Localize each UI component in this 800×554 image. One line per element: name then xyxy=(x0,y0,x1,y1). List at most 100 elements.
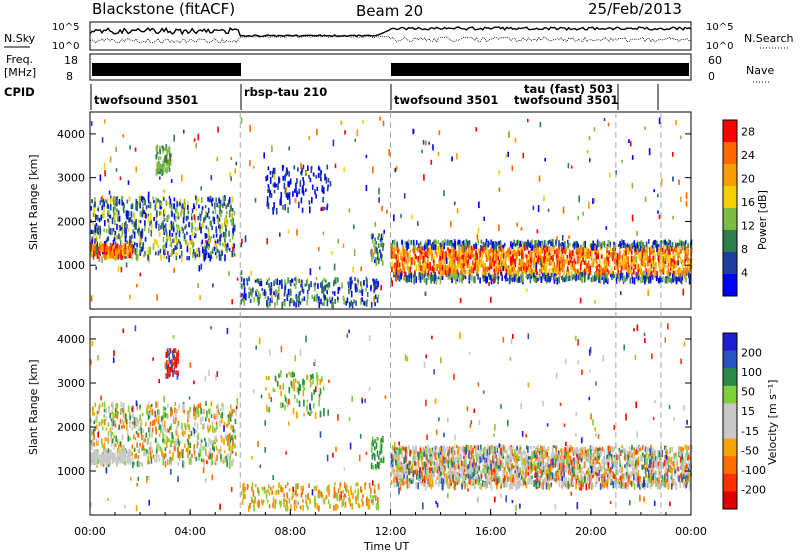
velocity-cell xyxy=(174,402,177,406)
power-cell xyxy=(276,298,278,306)
power-cell xyxy=(108,190,111,195)
velocity-cell xyxy=(302,505,304,512)
velocity-cell xyxy=(174,357,176,363)
power-cell xyxy=(588,135,591,141)
velocity-cell xyxy=(144,438,146,443)
power-cell xyxy=(531,272,533,276)
power-cell xyxy=(191,230,194,237)
velocity-cell xyxy=(206,412,209,418)
power-cell xyxy=(314,190,316,195)
power-cell xyxy=(162,245,164,250)
power-cell xyxy=(224,238,226,245)
power-cell xyxy=(377,251,380,258)
power-cell xyxy=(109,229,112,236)
power-cell xyxy=(584,253,586,259)
power-cell xyxy=(589,243,592,248)
velocity-cell xyxy=(354,495,357,501)
velocity-cell xyxy=(213,428,216,433)
power-cell xyxy=(496,275,498,280)
power-cell xyxy=(288,198,291,205)
velocity-cell xyxy=(154,458,156,463)
power-cell xyxy=(91,249,94,255)
power-cell xyxy=(504,242,506,247)
power-cell xyxy=(525,247,527,251)
power-cell xyxy=(290,289,292,296)
power-cell xyxy=(444,264,447,270)
velocity-cell xyxy=(154,410,156,418)
velocity-cell xyxy=(127,459,130,465)
power-cell xyxy=(117,246,119,251)
power-cell xyxy=(589,266,592,272)
power-cell xyxy=(560,256,562,264)
power-cell xyxy=(629,246,631,251)
power-cell xyxy=(91,239,93,245)
power-cell xyxy=(169,224,172,228)
power-cell xyxy=(90,229,93,234)
power-cell xyxy=(116,223,118,230)
power-cell xyxy=(279,280,281,284)
power-cell xyxy=(228,230,230,237)
power-cell xyxy=(524,267,526,273)
power-cell xyxy=(256,297,259,303)
power-cell xyxy=(96,241,98,248)
power-cell xyxy=(649,262,652,266)
power-cell xyxy=(687,266,690,271)
power-cell xyxy=(488,266,490,271)
power-cell xyxy=(283,292,286,297)
velocity-cell xyxy=(234,428,236,434)
velocity-cell xyxy=(200,443,202,450)
power-cell xyxy=(540,242,543,248)
velocity-cell xyxy=(213,415,216,420)
power-cell xyxy=(280,197,282,204)
power-cell xyxy=(155,197,157,204)
power-cell xyxy=(277,294,279,299)
power-cell xyxy=(545,268,548,275)
power-cell xyxy=(573,263,575,267)
power-cell xyxy=(138,195,141,203)
power-cell xyxy=(380,242,382,247)
power-cell xyxy=(638,268,641,272)
power-cell xyxy=(269,286,271,291)
power-cell xyxy=(255,290,257,297)
power-cell xyxy=(553,245,556,249)
power-cell xyxy=(421,246,424,250)
power-cell xyxy=(308,174,310,179)
velocity-cell xyxy=(194,411,196,415)
power-cell xyxy=(109,249,111,254)
power-cell xyxy=(191,216,193,221)
power-cell xyxy=(671,241,674,248)
power-cell xyxy=(447,276,450,280)
power-cell xyxy=(485,255,488,262)
power-cell xyxy=(579,297,582,304)
power-cell xyxy=(300,282,302,288)
velocity-cell xyxy=(146,449,148,453)
power-cell xyxy=(228,197,231,204)
power-cell xyxy=(395,246,398,252)
power-cell xyxy=(107,203,109,209)
power-cell xyxy=(226,243,229,250)
power-cell xyxy=(282,175,284,181)
power-cell xyxy=(657,243,659,250)
power-cell xyxy=(464,275,467,280)
power-cell xyxy=(90,121,93,126)
noise-tick-bottom-right: 10^0 xyxy=(706,41,733,52)
velocity-cell xyxy=(112,452,114,459)
power-cell xyxy=(502,247,505,253)
power-cell xyxy=(132,220,135,227)
velocity-cell xyxy=(134,423,136,429)
velocity-cell xyxy=(165,364,168,370)
power-cell xyxy=(606,268,609,272)
velocity-cell xyxy=(244,494,246,499)
power-cell xyxy=(160,200,163,206)
velocity-cell xyxy=(188,434,191,440)
power-cell xyxy=(596,270,599,277)
power-cell xyxy=(558,252,561,259)
power-cell xyxy=(621,240,624,245)
power-cell xyxy=(200,186,202,191)
velocity-cell xyxy=(112,404,114,411)
power-cell xyxy=(242,295,245,302)
velocity-cell xyxy=(205,453,207,457)
power-cell xyxy=(282,204,284,210)
power-cell xyxy=(510,256,512,263)
power-cell xyxy=(445,270,448,275)
